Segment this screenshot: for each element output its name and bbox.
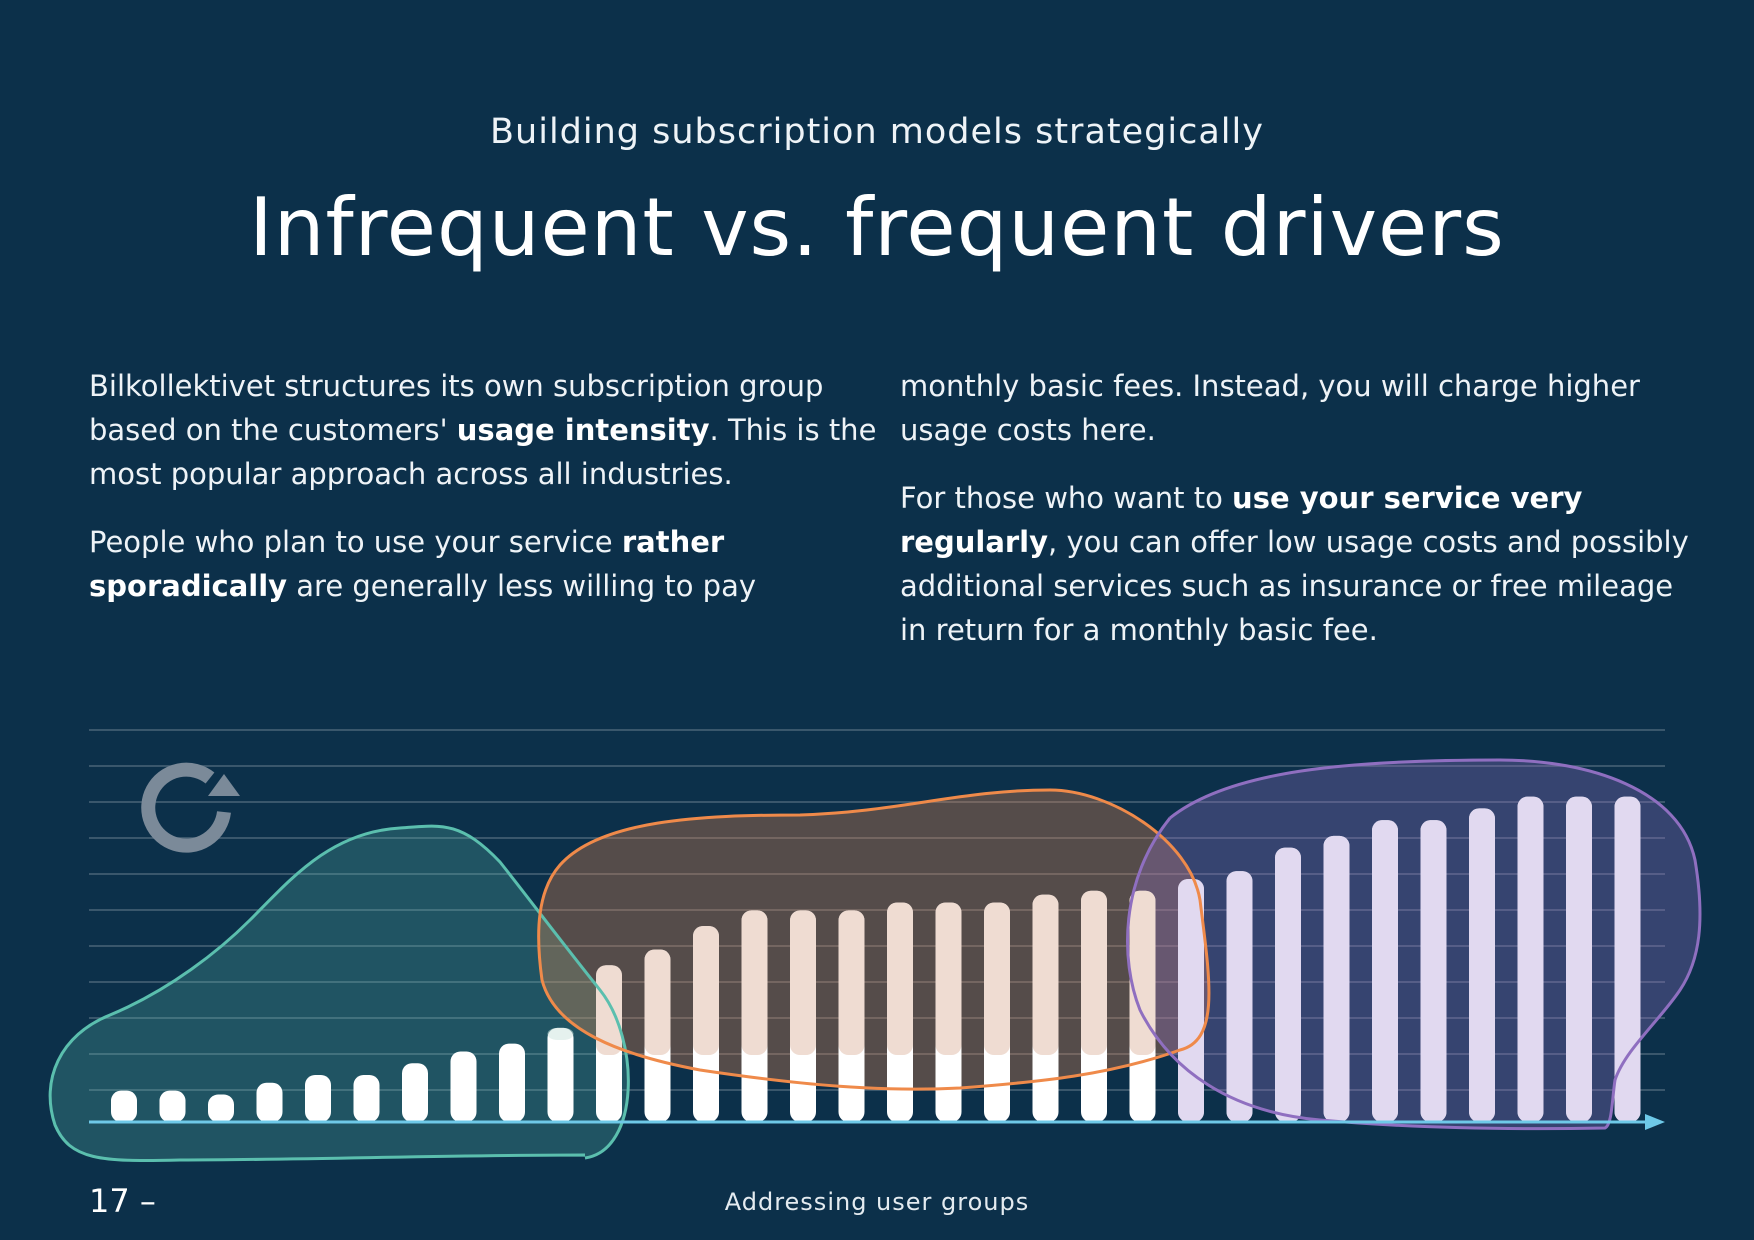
paragraph-usage-costs: monthly basic fees. Instead, you will ch…	[900, 364, 1690, 452]
body-text: Bilkollektivet structures its own subscr…	[89, 369, 824, 447]
chart-bar	[159, 1090, 186, 1122]
page-subtitle: Building subscription models strategical…	[490, 112, 1264, 152]
page-title: Infrequent vs. frequent drivers	[249, 181, 1505, 274]
chart-bar-tint	[1469, 808, 1495, 1122]
chart-bar-tint	[790, 910, 816, 1055]
chart-bar-tint	[693, 926, 719, 1055]
chart-bar	[402, 1063, 428, 1122]
chart-bar-tint	[1275, 847, 1301, 1122]
paragraph-usage-intensity: Bilkollektivet structures its own subscr…	[89, 364, 889, 496]
body-text: People who plan to use your service	[89, 525, 622, 559]
chart-bar-tint	[644, 949, 671, 1055]
chart-bar-tint	[741, 910, 768, 1055]
chart-bar-tint	[1032, 894, 1059, 1055]
chart-bar	[547, 1027, 574, 1122]
chart-bar-tint	[887, 902, 913, 1055]
chart-bar-tint	[1420, 820, 1447, 1122]
chart-bar-tint	[984, 902, 1010, 1055]
infrequent-group-fill	[50, 826, 629, 1161]
chart-bar-tint	[547, 1027, 574, 1040]
chart-bar-tint	[1226, 871, 1253, 1122]
page-number: 17 –	[89, 1182, 156, 1220]
frequent-group-outline	[1126, 758, 1702, 1131]
chart-bar-tint	[1129, 890, 1156, 1055]
chart-bar	[450, 1051, 477, 1122]
chart-bar	[256, 1082, 283, 1122]
chart-bar	[111, 1090, 137, 1122]
medium-group-fill	[538, 790, 1209, 1090]
body-text: monthly basic fees. Instead, you will ch…	[900, 369, 1640, 447]
paragraph-sporadic-users: People who plan to use your service rath…	[89, 520, 889, 608]
refresh-arrow-icon	[141, 762, 240, 853]
chart-bar-tint	[596, 965, 622, 1055]
body-text: , you can offer low usage costs and poss…	[900, 525, 1689, 647]
chart-bar-tint	[1566, 796, 1592, 1122]
chart-bar	[208, 1094, 234, 1122]
chart-bar-tint	[838, 910, 865, 1055]
usage-intensity-bar-chart	[48, 729, 1702, 1163]
medium-group-outline	[537, 788, 1211, 1091]
emphasis-text: rather sporadically	[89, 525, 725, 603]
chart-bar	[499, 1043, 525, 1122]
infrequent-group-outline	[48, 824, 630, 1163]
body-column-right: monthly basic fees. Instead, you will ch…	[900, 364, 1690, 676]
body-text: For those who want to	[900, 481, 1233, 515]
emphasis-text: use your service very regularly	[900, 481, 1583, 559]
chart-x-axis	[89, 1114, 1665, 1130]
chart-bar-tint	[1178, 878, 1204, 1122]
group-highlight-fills	[50, 760, 1700, 1161]
paragraph-regular-users: For those who want to use your service v…	[900, 476, 1690, 652]
section-name: Addressing user groups	[724, 1188, 1030, 1216]
chart-bar-tint	[1517, 796, 1544, 1122]
chart-bars	[111, 796, 1641, 1122]
chart-bar	[305, 1074, 331, 1122]
chart-bar-tint	[1323, 835, 1350, 1122]
frequent-group-fill	[1127, 760, 1700, 1129]
body-text: are generally less willing to pay	[287, 569, 757, 603]
group-highlight-outlines	[48, 758, 1702, 1163]
chart-bar-tint	[935, 902, 962, 1055]
body-column-left: Bilkollektivet structures its own subscr…	[89, 364, 889, 632]
body-text: . This is the most popular approach acro…	[89, 413, 877, 491]
x-axis-arrowhead	[1645, 1114, 1665, 1130]
chart-bar-tint	[1081, 890, 1107, 1055]
chart-bar-tint	[1614, 796, 1641, 1122]
chart-gridlines	[89, 729, 1665, 1091]
chart-bar-tint	[1372, 820, 1398, 1122]
emphasis-text: usage intensity	[456, 413, 710, 447]
chart-bar	[353, 1074, 380, 1122]
